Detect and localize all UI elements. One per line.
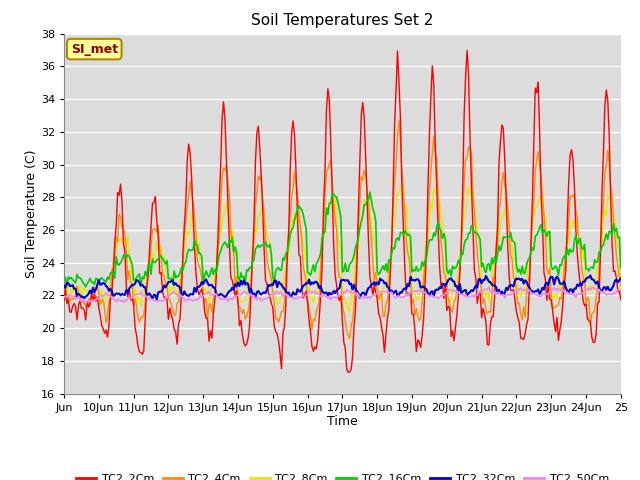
- Y-axis label: Soil Temperature (C): Soil Temperature (C): [25, 149, 38, 278]
- Title: Soil Temperatures Set 2: Soil Temperatures Set 2: [252, 13, 433, 28]
- Legend: TC2_2Cm, TC2_4Cm, TC2_8Cm, TC2_16Cm, TC2_32Cm, TC2_50Cm: TC2_2Cm, TC2_4Cm, TC2_8Cm, TC2_16Cm, TC2…: [72, 469, 613, 480]
- X-axis label: Time: Time: [327, 415, 358, 429]
- Text: SI_met: SI_met: [70, 43, 118, 56]
